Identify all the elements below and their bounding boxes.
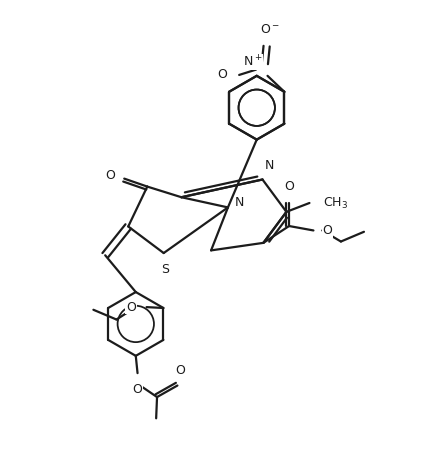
Text: N$^+$: N$^+$ bbox=[243, 54, 262, 70]
Text: CH$_3$: CH$_3$ bbox=[323, 196, 348, 211]
Text: O: O bbox=[175, 364, 185, 377]
Text: O: O bbox=[126, 300, 136, 314]
Text: O: O bbox=[217, 68, 227, 81]
Text: O$^-$: O$^-$ bbox=[260, 23, 280, 37]
Text: N: N bbox=[265, 160, 274, 172]
Text: N: N bbox=[235, 197, 244, 210]
Text: O: O bbox=[133, 383, 143, 396]
Text: O: O bbox=[322, 224, 332, 237]
Text: O: O bbox=[105, 168, 115, 182]
Text: O: O bbox=[284, 180, 294, 193]
Text: S: S bbox=[161, 263, 169, 276]
